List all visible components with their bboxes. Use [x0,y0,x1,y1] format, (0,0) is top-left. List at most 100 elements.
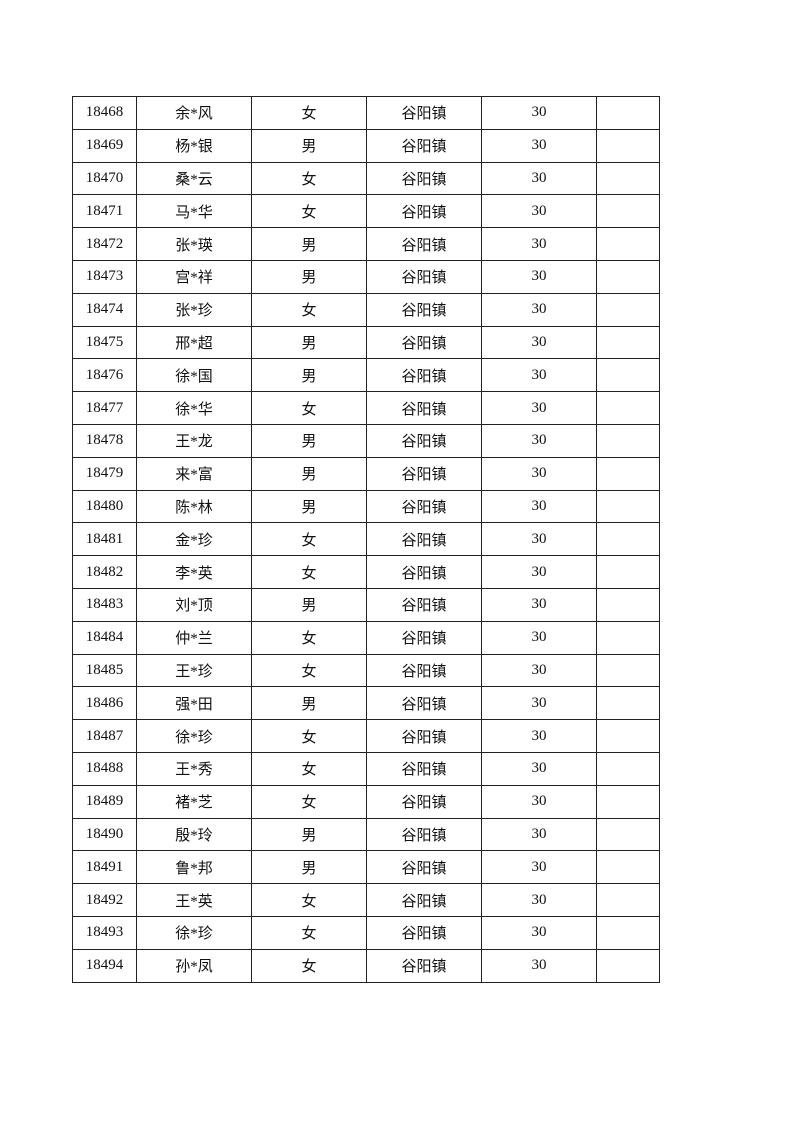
id-cell: 18476 [72,358,137,393]
table-row: 18474 张*珍女谷阳镇 30 [72,292,660,327]
note-cell [596,227,660,261]
name-cell: 孙*凤 [136,948,252,983]
amount-cell: 30 [481,784,597,819]
note-cell [596,456,660,491]
name-cell: 陈*林 [136,489,252,524]
id-cell: 18474 [72,292,137,327]
table-row: 18468 余*风女谷阳镇 30 [72,96,660,130]
id-cell: 18489 [72,784,137,819]
table-row: 18488 王*秀女谷阳镇 30 [72,751,660,786]
name-cell: 徐*珍 [136,719,252,753]
town-cell: 谷阳镇 [366,358,482,393]
table-row: 18490 殷*玲男谷阳镇 30 [72,817,660,852]
gender-cell: 女 [251,719,367,753]
town-cell: 谷阳镇 [366,128,482,163]
note-cell [596,128,660,163]
id-cell: 18479 [72,456,137,491]
table-row: 18475 邢*超男谷阳镇 30 [72,325,660,360]
amount-cell: 30 [481,227,597,261]
amount-cell: 30 [481,555,597,589]
town-cell: 谷阳镇 [366,489,482,524]
gender-cell: 男 [251,817,367,852]
town-cell: 谷阳镇 [366,292,482,327]
town-cell: 谷阳镇 [366,620,482,655]
gender-cell: 女 [251,620,367,655]
town-cell: 谷阳镇 [366,751,482,786]
name-cell: 桑*云 [136,161,252,196]
name-cell: 宫*祥 [136,259,252,294]
table-row: 18477 徐*华女谷阳镇 30 [72,391,660,425]
id-cell: 18490 [72,817,137,852]
note-cell [596,522,660,557]
note-cell [596,620,660,655]
id-cell: 18472 [72,227,137,261]
gender-cell: 女 [251,555,367,589]
amount-cell: 30 [481,883,597,917]
gender-cell: 女 [251,391,367,425]
id-cell: 18488 [72,751,137,786]
note-cell [596,259,660,294]
id-cell: 18481 [72,522,137,557]
town-cell: 谷阳镇 [366,96,482,130]
gender-cell: 男 [251,456,367,491]
town-cell: 谷阳镇 [366,850,482,885]
gender-cell: 男 [251,423,367,458]
note-cell [596,587,660,622]
amount-cell: 30 [481,522,597,557]
town-cell: 谷阳镇 [366,456,482,491]
amount-cell: 30 [481,96,597,130]
amount-cell: 30 [481,948,597,983]
id-cell: 18491 [72,850,137,885]
amount-cell: 30 [481,850,597,885]
gender-cell: 男 [251,489,367,524]
note-cell [596,96,660,130]
id-cell: 18493 [72,915,137,950]
gender-cell: 男 [251,587,367,622]
table-row: 18493 徐*珍女谷阳镇 30 [72,915,660,950]
town-cell: 谷阳镇 [366,194,482,229]
town-cell: 谷阳镇 [366,915,482,950]
name-cell: 褚*芝 [136,784,252,819]
town-cell: 谷阳镇 [366,587,482,622]
amount-cell: 30 [481,587,597,622]
id-cell: 18480 [72,489,137,524]
name-cell: 王*英 [136,883,252,917]
town-cell: 谷阳镇 [366,423,482,458]
name-cell: 李*英 [136,555,252,589]
town-cell: 谷阳镇 [366,948,482,983]
id-cell: 18468 [72,96,137,130]
table-row: 18483 刘*顶男谷阳镇 30 [72,587,660,622]
id-cell: 18473 [72,259,137,294]
name-cell: 王*珍 [136,653,252,688]
note-cell [596,948,660,983]
name-cell: 徐*国 [136,358,252,393]
gender-cell: 男 [251,128,367,163]
id-cell: 18469 [72,128,137,163]
table-row: 18489 褚*芝女谷阳镇 30 [72,784,660,819]
town-cell: 谷阳镇 [366,522,482,557]
id-cell: 18471 [72,194,137,229]
name-cell: 杨*银 [136,128,252,163]
amount-cell: 30 [481,620,597,655]
name-cell: 马*华 [136,194,252,229]
name-cell: 王*龙 [136,423,252,458]
table-row: 18485 王*珍女谷阳镇 30 [72,653,660,688]
table-row: 18476 徐*国男谷阳镇 30 [72,358,660,393]
town-cell: 谷阳镇 [366,817,482,852]
name-cell: 仲*兰 [136,620,252,655]
name-cell: 徐*珍 [136,915,252,950]
amount-cell: 30 [481,817,597,852]
id-cell: 18475 [72,325,137,360]
town-cell: 谷阳镇 [366,391,482,425]
town-cell: 谷阳镇 [366,883,482,917]
note-cell [596,161,660,196]
name-cell: 刘*顶 [136,587,252,622]
note-cell [596,555,660,589]
id-cell: 18486 [72,686,137,721]
name-cell: 鲁*邦 [136,850,252,885]
note-cell [596,489,660,524]
id-cell: 18477 [72,391,137,425]
gender-cell: 女 [251,883,367,917]
name-cell: 张*珍 [136,292,252,327]
note-cell [596,850,660,885]
